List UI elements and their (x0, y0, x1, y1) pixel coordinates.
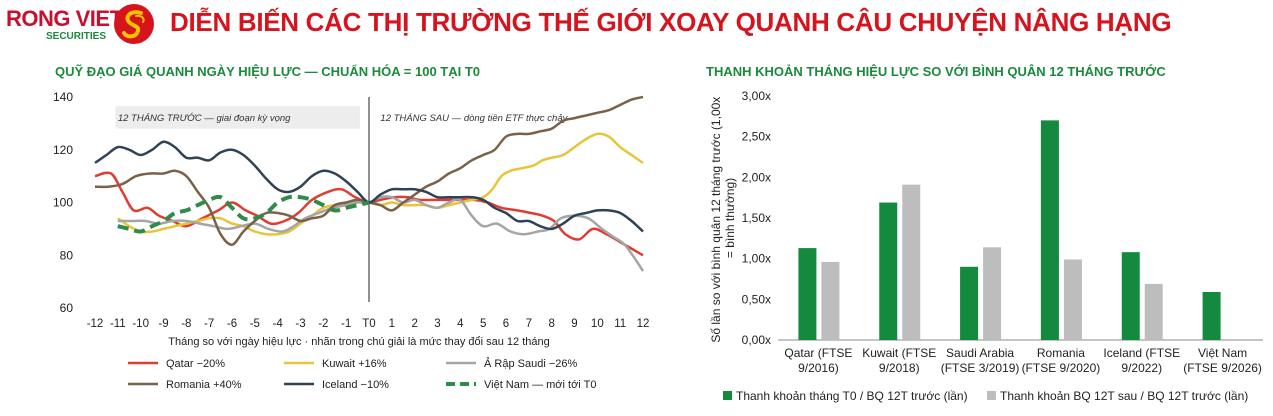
series-line-vietnam (117, 194, 370, 234)
y-tick-label: 140 (53, 90, 73, 104)
legend-swatch-bar_post (987, 391, 996, 400)
legend-label-bar_t0: Thanh khoản tháng T0 / BQ 12T trước (lần… (736, 389, 968, 403)
x-tick-label: 6 (503, 318, 509, 330)
y-tick-label: 1,50x (742, 211, 771, 225)
x-tick-label: Qatar (FTSE (784, 346, 852, 360)
x-tick-label: 1 (389, 318, 395, 330)
bar-bar_t0 (879, 202, 898, 340)
bar-bar_post (821, 261, 840, 340)
x-tick-label: 9/2022) (1121, 361, 1162, 375)
x-tick-label: -4 (273, 318, 284, 330)
x-tick-label: -11 (110, 318, 126, 330)
legend-swatch-bar_t0 (723, 391, 732, 400)
x-tick-label: 5 (480, 318, 486, 330)
x-tick-label: 9/2016) (798, 361, 839, 375)
y-tick-label: 80 (60, 248, 74, 262)
annotation-post: 12 THÁNG SAU — dòng tiền ETF thực chảy (380, 113, 568, 124)
x-tick-label: -8 (181, 318, 191, 330)
bar-bar_post (902, 184, 921, 340)
series-line-saudi (117, 195, 645, 272)
x-tick-label: -1 (341, 318, 351, 330)
x-tick-label: Việt Nam (1198, 346, 1247, 360)
bar-bar_t0 (1121, 252, 1140, 340)
x-tick-label: -3 (295, 318, 305, 330)
bar-bar_post (1063, 259, 1082, 340)
bar-bar_t0 (798, 248, 817, 340)
y-tick-label: 0,50x (742, 292, 771, 306)
x-tick-label: 8 (548, 318, 554, 330)
series-line-kuwait (117, 132, 644, 236)
y-tick-label: 2,50x (742, 130, 771, 144)
bar-chart-title: THANH KHOẢN THÁNG HIỆU LỰC SO VỚI BÌNH Q… (706, 64, 1166, 79)
legend-label-romania: Romania +40% (166, 379, 242, 391)
y-tick-label: 3,00x (742, 89, 771, 103)
x-tick-label: (FTSE 3/2019) (941, 361, 1020, 375)
page-title: DIỄN BIẾN CÁC THỊ TRƯỜNG THẾ GIỚI XOAY Q… (170, 7, 1172, 37)
logo-subtext: SECURITIES (46, 31, 107, 42)
line-chart-title: QUỸ ĐẠO GIÁ QUANH NGÀY HIỆU LỰC — CHUẨN … (55, 64, 481, 79)
x-tick-label: 3 (434, 318, 440, 330)
annotation-pre: 12 THÁNG TRƯỚC — giai đoạn kỳ vọng (118, 113, 291, 124)
x-tick-label: -10 (132, 318, 149, 330)
y-tick-label: 100 (53, 196, 73, 210)
x-tick-label: 12 (637, 318, 650, 330)
x-tick-label: (FTSE 9/2026) (1183, 361, 1262, 375)
x-axis-label: Tháng so với ngày hiệu lực · nhãn trong … (168, 336, 550, 348)
x-tick-label: T0 (362, 318, 375, 330)
x-tick-label: 4 (457, 318, 464, 330)
bar-bar_post (983, 247, 1002, 340)
y-tick-label: 120 (53, 143, 73, 157)
legend-label-iceland: Iceland −10% (322, 379, 389, 391)
bar-chart: 0,00x 0,50x 1,00x 1,50x 2,00x 2,50x 3,00x Số lầ… (709, 89, 1263, 403)
x-tick-label: -5 (250, 318, 260, 330)
logo-text: RONG VIET (6, 6, 123, 31)
bar-bar_t0 (1040, 120, 1059, 341)
x-tick-label: Iceland (FTSE (1103, 346, 1180, 360)
y-tick-label: 2,00x (742, 170, 771, 184)
x-tick-label: 9 (571, 318, 577, 330)
bar-bar_t0 (1202, 292, 1221, 340)
x-tick-label: -6 (227, 318, 237, 330)
x-tick-label: (FTSE 9/2020) (1022, 361, 1101, 375)
legend-label-vietnam: Việt Nam — mới tới T0 (484, 379, 596, 391)
x-tick-label: 10 (591, 318, 604, 330)
x-tick-label: -2 (318, 318, 328, 330)
logo-mark-icon (114, 4, 154, 44)
legend-label-qatar: Qatar −20% (166, 358, 225, 370)
x-tick-label: -12 (87, 318, 104, 330)
y-axis-label: Số lần so với bình quân 12 tháng trước (… (709, 93, 737, 342)
annotation-box (115, 106, 360, 129)
bar-bar_post (1144, 283, 1163, 340)
series-line-romania (94, 95, 644, 246)
x-tick-label: 11 (614, 318, 626, 330)
bar-bar_t0 (960, 266, 979, 340)
y-tick-label: 1,00x (742, 252, 771, 266)
y-tick-label: 60 (60, 301, 74, 315)
legend-label-bar_post: Thanh khoản BQ 12T sau / BQ 12T trước (l… (1000, 389, 1248, 403)
y-tick-label: 0,00x (742, 333, 771, 347)
legend-label-kuwait: Kuwait +16% (322, 358, 387, 370)
x-tick-label: Kuwait (FTSE (862, 346, 936, 360)
x-tick-label: 9/2018) (879, 361, 920, 375)
x-tick-label: Saudi Arabia (946, 346, 1014, 360)
legend-label-saudi: Ả Rập Saudi −26% (484, 357, 577, 370)
x-tick-label: 7 (526, 318, 532, 330)
logo: RONG VIET SECURITIES (6, 4, 156, 48)
x-tick-label: -7 (204, 318, 214, 330)
x-tick-label: Romania (1037, 346, 1085, 360)
x-tick-label: 2 (411, 318, 417, 330)
x-tick-label: -9 (158, 318, 168, 330)
line-chart: 12 THÁNG TRƯỚC — giai đoạn kỳ vọng 12 THÁ… (53, 90, 650, 391)
